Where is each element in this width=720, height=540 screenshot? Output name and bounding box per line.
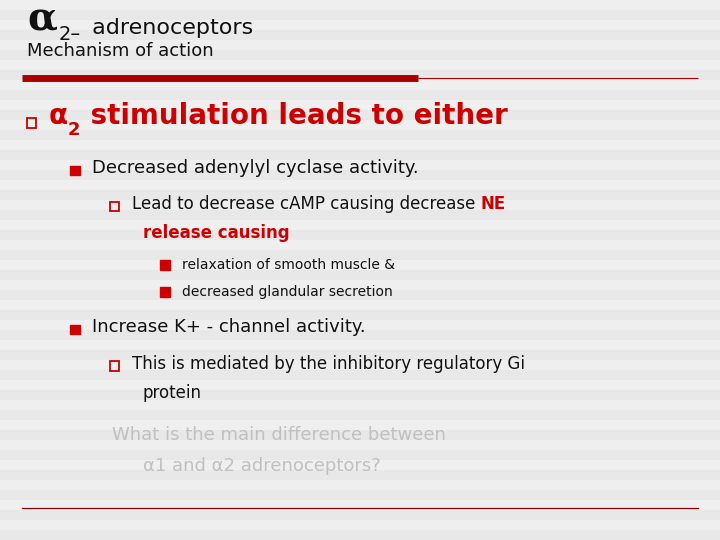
Bar [0, 210, 720, 220]
Bar [0, 230, 720, 240]
Bar [0, 300, 720, 310]
Text: Mechanism of action: Mechanism of action [27, 43, 214, 60]
Bar [0, 480, 720, 490]
FancyBboxPatch shape [160, 260, 170, 270]
Text: NE: NE [480, 195, 505, 213]
Bar [0, 50, 720, 60]
Text: protein: protein [143, 384, 202, 402]
Bar [0, 90, 720, 100]
Bar [0, 400, 720, 410]
Bar [0, 0, 720, 10]
Bar [0, 330, 720, 340]
Text: α1 and α2 adrenoceptors?: α1 and α2 adrenoceptors? [143, 457, 380, 475]
Bar [0, 520, 720, 530]
Bar [0, 150, 720, 160]
Bar [0, 80, 720, 90]
Text: Lead to decrease cAMP causing decrease: Lead to decrease cAMP causing decrease [132, 195, 480, 213]
Bar [0, 60, 720, 70]
Bar [0, 280, 720, 290]
Text: stimulation leads to either: stimulation leads to either [81, 102, 508, 130]
Bar [0, 290, 720, 300]
Text: 2: 2 [68, 122, 81, 139]
Text: adrenoceptors: adrenoceptors [85, 18, 253, 38]
Bar [0, 200, 720, 210]
Bar [0, 450, 720, 460]
Text: Increase K+ - channel activity.: Increase K+ - channel activity. [92, 318, 366, 336]
Bar [0, 130, 720, 140]
Text: This is mediated by the inhibitory regulatory Gi: This is mediated by the inhibitory regul… [132, 355, 525, 373]
Bar [0, 40, 720, 50]
Bar [0, 190, 720, 200]
Text: What is the main difference between: What is the main difference between [112, 426, 446, 444]
Text: relaxation of smooth muscle &: relaxation of smooth muscle & [182, 258, 395, 272]
Bar [0, 110, 720, 120]
Bar [0, 120, 720, 130]
Bar [0, 310, 720, 320]
FancyBboxPatch shape [160, 287, 170, 297]
Bar [0, 530, 720, 540]
Bar [0, 440, 720, 450]
Bar [0, 500, 720, 510]
Bar [0, 160, 720, 170]
Text: α: α [49, 102, 68, 130]
Text: α: α [27, 0, 57, 38]
Bar [0, 430, 720, 440]
Bar [0, 270, 720, 280]
Bar [0, 250, 720, 260]
Bar [0, 410, 720, 420]
Bar [0, 350, 720, 360]
Bar [0, 70, 720, 80]
Bar [0, 470, 720, 480]
Bar [0, 240, 720, 250]
Bar [0, 20, 720, 30]
Bar [0, 30, 720, 40]
Text: decreased glandular secretion: decreased glandular secretion [182, 285, 393, 299]
FancyBboxPatch shape [71, 166, 79, 176]
Bar [0, 340, 720, 350]
Text: Decreased adenylyl cyclase activity.: Decreased adenylyl cyclase activity. [92, 159, 419, 177]
Bar [0, 390, 720, 400]
Bar [0, 380, 720, 390]
Bar [0, 10, 720, 20]
Text: release causing: release causing [143, 224, 289, 242]
Bar [0, 180, 720, 190]
Bar [0, 510, 720, 520]
Bar [0, 360, 720, 370]
Bar [0, 170, 720, 180]
Bar [0, 260, 720, 270]
Bar [0, 370, 720, 380]
Bar [0, 220, 720, 230]
Bar [0, 320, 720, 330]
Text: 2–: 2– [59, 25, 81, 44]
Bar [0, 420, 720, 430]
Bar [0, 100, 720, 110]
FancyBboxPatch shape [71, 325, 79, 334]
Bar [0, 140, 720, 150]
Bar [0, 490, 720, 500]
Bar [0, 460, 720, 470]
